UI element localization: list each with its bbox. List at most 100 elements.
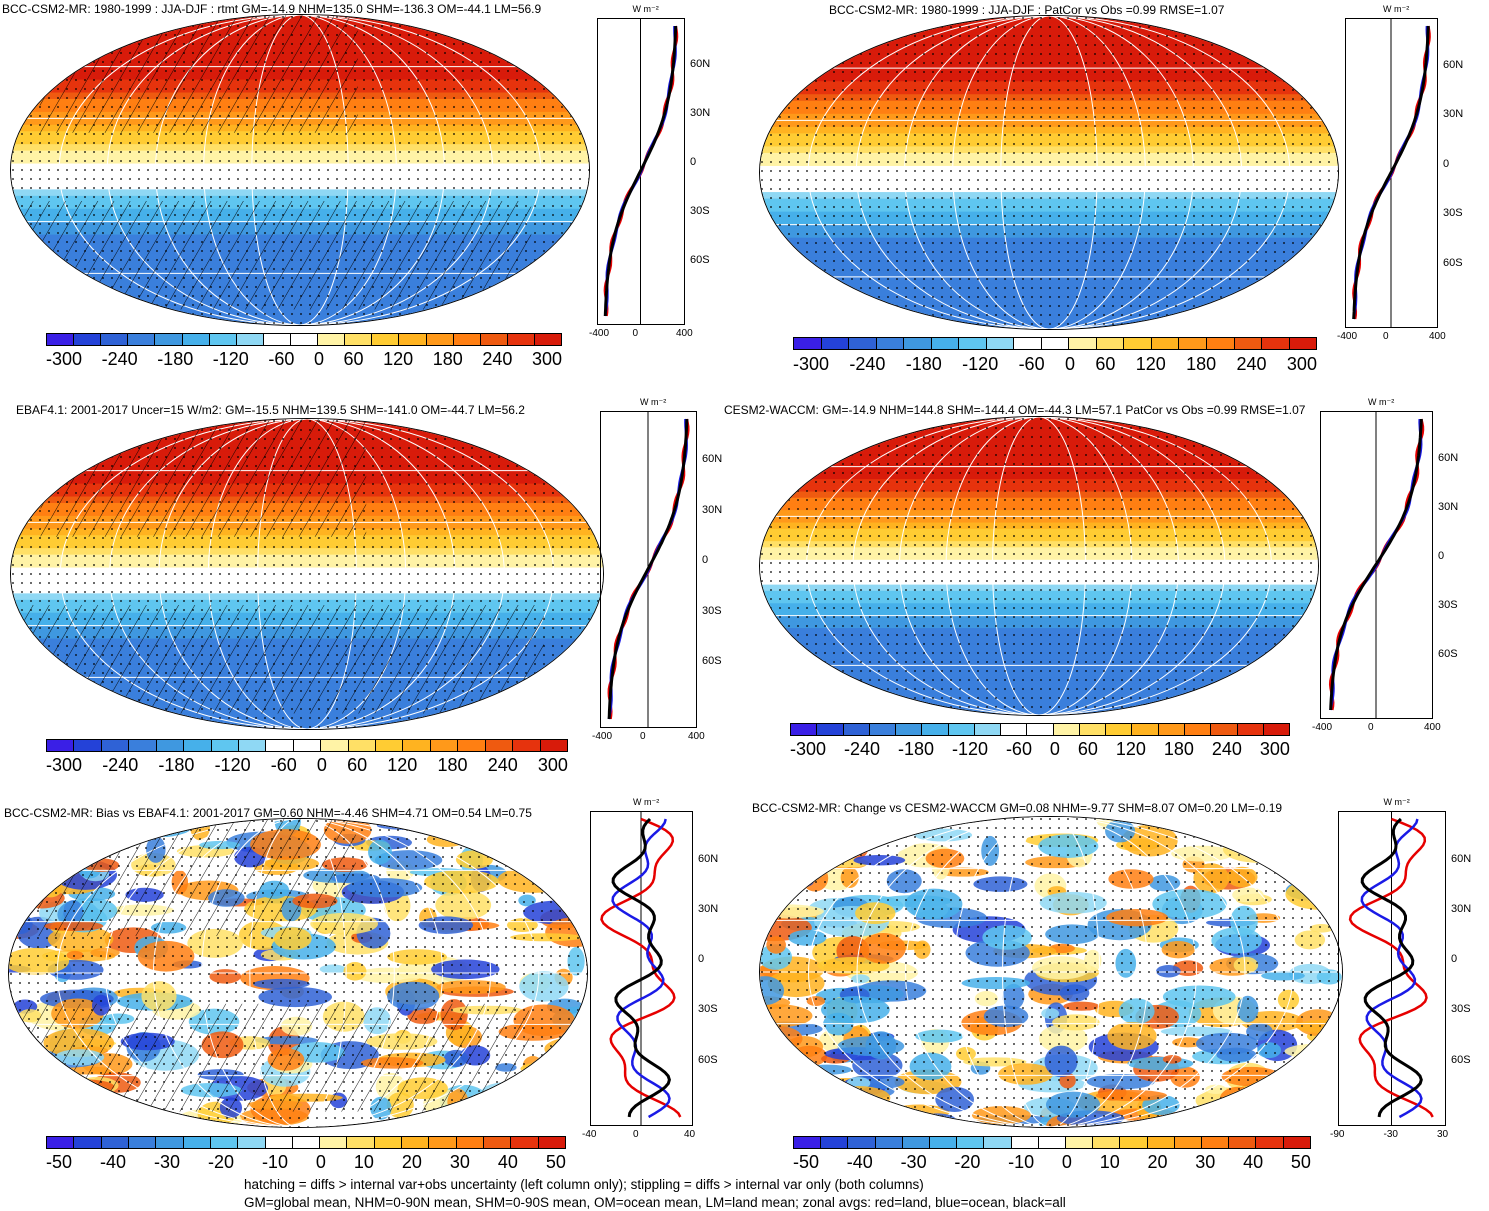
zonal-mean-plot: W m⁻² 60N 30N 0 30S 60S -400 0 400	[592, 397, 723, 749]
colorbar-swatch	[74, 740, 102, 751]
colorbar-label: -120	[212, 349, 249, 369]
colorbar-swatch	[1079, 724, 1107, 735]
lat-label: 60S	[1451, 1053, 1471, 1066]
hatching	[39, 15, 358, 133]
colorbar-swatch	[1069, 338, 1097, 349]
colorbar-swatch	[1053, 724, 1080, 735]
lat-label: 60S	[702, 655, 722, 668]
colorbar-label: 240	[1211, 739, 1242, 759]
zonal-line-ocean	[611, 818, 671, 1119]
colorbar-label: -60	[268, 349, 295, 369]
colorbar-label: -20	[954, 1152, 981, 1172]
colorbar-label: -60	[1005, 739, 1032, 759]
colorbar-label: -300	[793, 354, 830, 374]
colorbar-label: -120	[962, 354, 999, 374]
lat-label: 60S	[1443, 256, 1463, 269]
colorbar-swatch	[456, 1137, 484, 1148]
colorbar-swatch	[1001, 724, 1028, 735]
colorbar-label: 120	[1115, 739, 1146, 759]
colorbar-label: -300	[46, 349, 83, 369]
zonal-svg	[1345, 18, 1438, 328]
colorbar-label: -60	[1018, 354, 1045, 374]
footer-line-1: hatching = diffs > internal var+obs unce…	[244, 1177, 924, 1192]
colorbar-label: 120	[383, 349, 414, 369]
colorbar-label: -40	[846, 1152, 873, 1172]
colorbar-swatch	[372, 334, 400, 345]
colorbar-swatch	[129, 740, 157, 751]
lat-label: 30S	[690, 205, 710, 218]
zonal-line-land	[600, 817, 682, 1118]
map-field	[10, 418, 604, 730]
colorbar-swatch	[984, 1137, 1012, 1148]
colorbar-swatch	[1132, 724, 1159, 735]
zonal-svg	[1338, 811, 1446, 1126]
colorbar-swatch	[403, 740, 431, 751]
zonal-line-all	[1329, 418, 1423, 711]
colorbar-label: 30	[1195, 1152, 1216, 1172]
colorbar-label: 10	[1099, 1152, 1120, 1172]
colorbar-labels: -300 -240 -180 -120 -60 0 60 120 180 240 300	[790, 739, 1290, 760]
colorbar-label: -240	[101, 349, 138, 369]
lat-label: 0	[1451, 953, 1458, 966]
colorbar-label: 0	[315, 1152, 326, 1172]
lat-label: 30N	[702, 503, 723, 516]
colorbar-swatch	[1206, 338, 1235, 349]
lat-label: 60N	[1438, 451, 1459, 464]
stippling	[760, 817, 1342, 1127]
map-field	[759, 15, 1339, 330]
colorbar-label: 180	[432, 349, 463, 369]
colorbar-label: 120	[387, 755, 418, 775]
colorbar-swatch	[453, 334, 481, 345]
hatching	[9, 1003, 530, 1112]
zonal-line-all	[607, 418, 689, 720]
colorbar-labels: -300 -240 -180 -120 -60 0 60 120 180 240 300	[793, 354, 1317, 375]
map-field	[8, 818, 588, 1128]
x-tick-label: 0	[640, 731, 646, 742]
map-canvas	[760, 16, 1338, 329]
colorbar-swatch	[794, 338, 822, 349]
colorbar-swatch	[265, 1137, 293, 1148]
zonal-mean-plot: W m⁻² 60N 30N 0 30S 60S -400 0 400	[1312, 397, 1459, 740]
colorbar-label: -10	[1008, 1152, 1035, 1172]
map-field	[10, 14, 590, 326]
x-tick-label: 0	[1383, 331, 1389, 342]
colorbar-swatch	[1289, 338, 1317, 349]
colorbar-swatch	[948, 724, 975, 735]
colorbar-swatch	[1229, 1137, 1257, 1148]
zonal-mean-plot: W m⁻² 60N 30N 0 30S 60S -400 0 400	[589, 4, 710, 346]
colorbar-swatch	[1014, 338, 1042, 349]
colorbar-label: 40	[1243, 1152, 1264, 1172]
colorbar-swatch	[211, 740, 239, 751]
colorbar-swatch	[1158, 724, 1185, 735]
x-tick-label: 30	[1437, 1129, 1449, 1140]
x-tick-label: -400	[1312, 722, 1333, 733]
colorbar-label: -40	[99, 1152, 126, 1172]
colorbar-label: 0	[1064, 354, 1075, 374]
colorbar-label: 10	[353, 1152, 374, 1172]
colorbar-label: 240	[482, 349, 513, 369]
colorbar-swatch	[817, 724, 844, 735]
lat-label: 30S	[1438, 598, 1458, 611]
colorbar-label: -240	[849, 354, 886, 374]
footer-line-2: GM=global mean, NHM=0-90N mean, SHM=0-90…	[244, 1195, 1066, 1210]
colorbar-swatch	[485, 740, 514, 751]
colorbar-swatch	[794, 1137, 822, 1148]
colorbar-swatch	[902, 1137, 931, 1148]
colorbar-swatch	[480, 334, 508, 345]
colorbar-swatch	[507, 334, 535, 345]
zonal-line-land	[1348, 817, 1434, 1118]
x-tick-label: 400	[1429, 331, 1446, 342]
colorbar-swatch	[843, 724, 870, 735]
zonal-line-all	[603, 25, 678, 317]
colorbar-label: 60	[343, 349, 364, 369]
x-tick-label: -400	[1337, 331, 1358, 342]
colorbar-swatch	[1256, 1137, 1284, 1148]
colorbar-swatch	[348, 740, 377, 751]
colorbar-label: 120	[1135, 354, 1166, 374]
panel-title: EBAF4.1: 2001-2017 Uncer=15 W/m2: GM=-15…	[16, 403, 525, 417]
colorbar-swatch	[538, 1137, 565, 1148]
colorbar-swatch	[238, 740, 267, 751]
colorbar-label: 60	[1095, 354, 1116, 374]
colorbar-swatch	[1147, 1137, 1175, 1148]
lat-label: 30S	[1443, 207, 1463, 220]
